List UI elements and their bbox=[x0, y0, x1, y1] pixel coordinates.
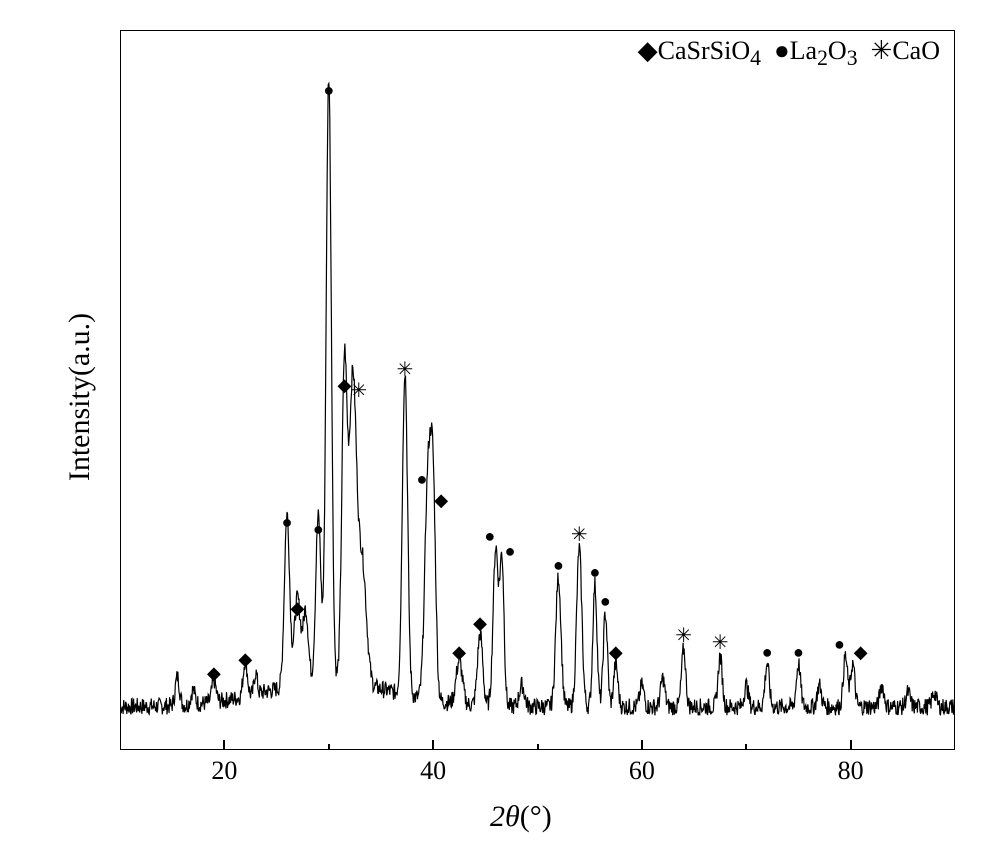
x-tick-label: 40 bbox=[420, 756, 446, 786]
x-tick bbox=[745, 744, 747, 750]
peak-marker: ◆ bbox=[291, 599, 305, 617]
x-tick bbox=[537, 744, 539, 750]
x-tick bbox=[641, 740, 643, 750]
x-tick-label: 20 bbox=[211, 756, 237, 786]
peak-marker: ● bbox=[484, 527, 495, 545]
peak-marker: ✳ bbox=[675, 626, 692, 646]
x-tick bbox=[223, 740, 225, 750]
peak-marker: ● bbox=[589, 563, 600, 581]
plot-area bbox=[120, 30, 955, 750]
peak-marker: ● bbox=[553, 556, 564, 574]
peak-marker: ● bbox=[416, 470, 427, 488]
peak-marker: ◆ bbox=[207, 664, 221, 682]
peak-marker: ◆ bbox=[238, 650, 252, 668]
peak-marker: ◆ bbox=[434, 491, 448, 509]
peak-marker: ● bbox=[834, 635, 845, 653]
peak-marker: ● bbox=[323, 81, 334, 99]
peak-marker: ● bbox=[762, 643, 773, 661]
peak-marker: ● bbox=[282, 513, 293, 531]
theta-symbol: θ bbox=[505, 800, 520, 833]
peak-marker: ✳ bbox=[397, 360, 414, 380]
peak-marker: ◆ bbox=[609, 643, 623, 661]
peak-marker: ◆ bbox=[452, 643, 466, 661]
peak-marker: ◆ bbox=[473, 614, 487, 632]
x-tick-label: 60 bbox=[629, 756, 655, 786]
x-axis-label: 2θ(°) bbox=[490, 800, 552, 834]
x-tick-label: 80 bbox=[838, 756, 864, 786]
y-axis-label: Intensity(a.u.) bbox=[63, 287, 97, 507]
xrd-chart: Intensity(a.u.) 20 40 60 80 2θ(°) ◆CaSrSiO4… bbox=[0, 0, 1000, 853]
legend: ◆CaSrSiO4 ●La2O3 ✳CaO bbox=[638, 36, 940, 71]
x-tick bbox=[328, 744, 330, 750]
peak-marker: ● bbox=[793, 643, 804, 661]
peak-marker: ◆ bbox=[854, 643, 868, 661]
peak-marker: ✳ bbox=[712, 633, 729, 653]
peak-marker: ● bbox=[313, 520, 324, 538]
peak-marker: ◆ bbox=[337, 376, 351, 394]
peak-marker: ● bbox=[505, 542, 516, 560]
peak-marker: ✳ bbox=[571, 525, 588, 545]
x-tick bbox=[432, 740, 434, 750]
peak-marker: ● bbox=[600, 592, 611, 610]
x-tick bbox=[850, 740, 852, 750]
peak-marker: ✳ bbox=[350, 381, 367, 401]
